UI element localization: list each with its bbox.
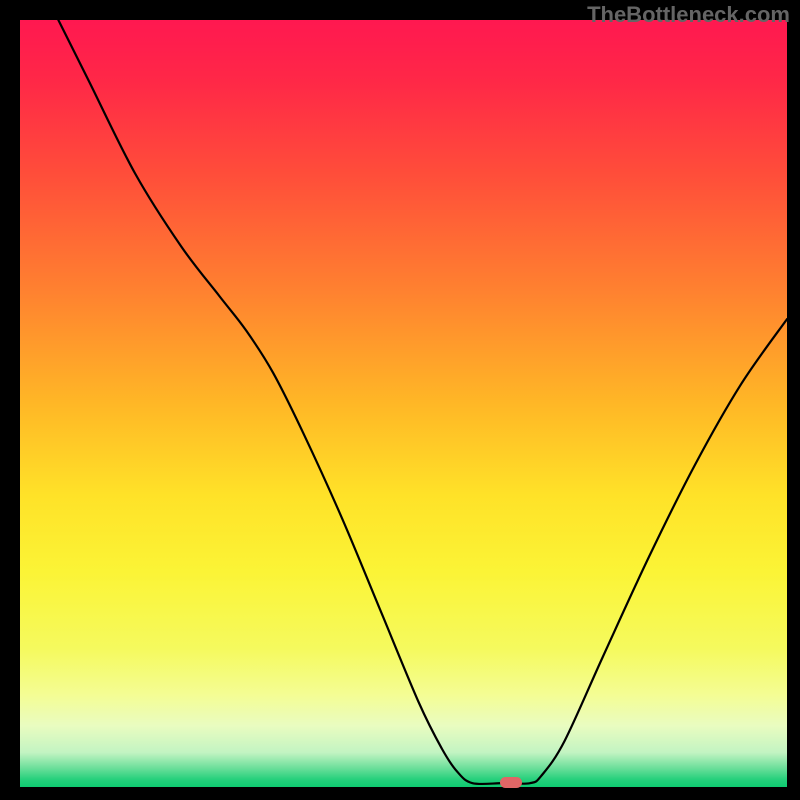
chart-svg [0,0,800,800]
watermark-text: TheBottleneck.com [587,2,790,28]
plot-bg [20,20,787,787]
optimal-marker [500,777,522,788]
bottleneck-chart: TheBottleneck.com [0,0,800,800]
